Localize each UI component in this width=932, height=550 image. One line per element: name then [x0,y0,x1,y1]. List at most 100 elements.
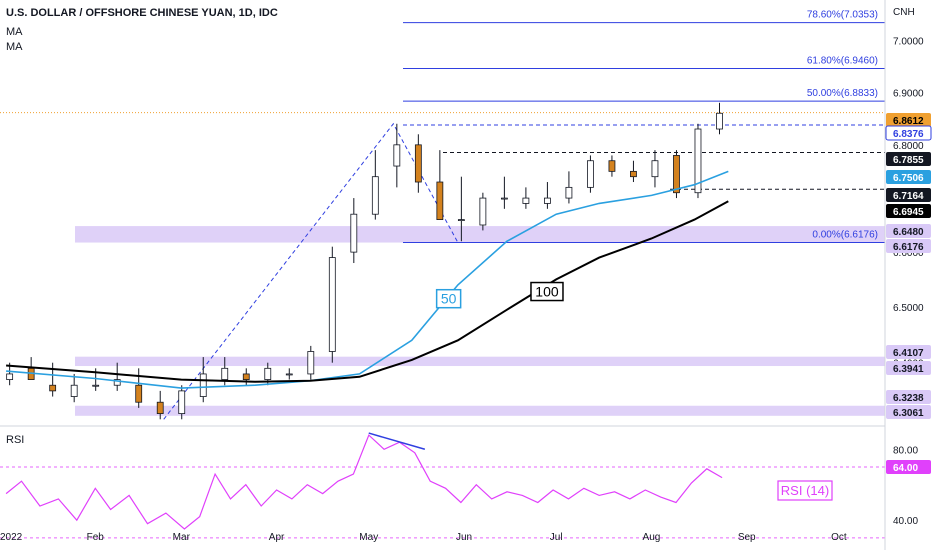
ma-labels: 50 100 [435,281,564,309]
candle-body-24 [522,197,530,204]
candle-body-21 [457,219,465,221]
price-tag-7: 6.6176 [893,242,924,253]
candle-body-30 [651,160,659,178]
zone-0 [75,226,885,243]
candle-body-5 [113,379,121,386]
candle-body-13 [285,373,293,376]
price-tick-5: 6.5000 [893,303,924,314]
rsi-divergence-line [368,432,426,450]
candle-body-31 [673,155,680,194]
price-tag-5: 6.6945 [893,207,924,218]
zone-2 [75,405,885,416]
candle-body-12 [264,367,272,380]
price-tag-6: 6.6480 [893,227,924,238]
ma-line-100 [6,200,729,383]
horizontal-levels [0,112,885,420]
price-tag-8: 6.4107 [893,348,924,359]
time-tick-0: 2022 [0,532,23,543]
candle-body-25 [544,197,551,204]
price-tags: 6.8612 6.8376 6.7855 6.7506 6.7164 6.6945 6.64… [885,113,932,474]
ma-label-box-0 [435,288,462,309]
price-tag-box-5 [886,204,931,218]
price-tick-2: 6.8000 [893,141,924,152]
moving-averages [6,170,729,389]
time-tick-3: Apr [269,532,285,543]
price-tag-box-6 [886,224,931,238]
candle-body-9 [199,373,207,397]
time-tick-7: Aug [643,532,661,543]
price-tag-box-9 [886,361,931,375]
time-tick-8: Sep [738,532,756,543]
price-tag-box-8 [886,345,931,359]
price-tick-1: 6.9000 [893,88,924,99]
candle-body-14 [307,351,315,375]
zone-1 [75,356,885,367]
currency-label: CNH [893,7,915,18]
price-tag-box-11 [886,405,931,419]
candle-body-19 [414,144,422,183]
time-tick-6: Jul [550,532,563,543]
ma-line-50 [6,170,729,389]
candle-body-8 [178,390,186,414]
candle-body-11 [242,373,250,380]
candle-body-23 [500,197,508,200]
ma-indicator-label-1[interactable]: MA [6,26,23,38]
price-tag-1: 6.8376 [893,129,924,140]
rsi-value: 64.00 [893,463,918,474]
fib-label-0: 78.60%(7.0353) [807,10,878,21]
rally-projection [163,122,459,420]
price-tag-11: 6.3061 [893,408,924,419]
price-tag-2: 6.7855 [893,155,924,166]
price-tag-box-10 [886,390,931,404]
price-tag-box-3 [886,170,931,184]
candle-body-6 [135,384,143,403]
candle-body-18 [393,144,401,167]
rsi-legend: RSI (14) [781,483,829,498]
rsi-tick-0: 80.00 [893,445,918,456]
price-tag-4: 6.7164 [893,191,924,202]
candle-body-20 [436,181,444,220]
rsi-value-box [886,460,931,474]
candle-body-4 [92,384,100,387]
rsi-title: RSI [6,434,24,446]
candle-body-17 [371,176,379,215]
ma-label-text-1: 100 [535,284,559,300]
ma-indicator-label-2[interactable]: MA [6,41,23,53]
candle-body-27 [587,160,594,188]
price-tick-0: 7.0000 [893,37,924,48]
candle-body-10 [221,367,229,380]
time-tick-1: Feb [87,532,105,543]
price-tag-box-4 [886,188,931,202]
price-tag-box-0 [886,113,931,127]
candle-body-15 [328,257,336,352]
rsi-tick-1: 40.00 [893,516,918,527]
ma-label-box-1 [530,281,564,302]
candle-body-3 [70,384,78,397]
rsi-legend-box [777,480,833,501]
time-tick-5: Jun [456,532,472,543]
chart-title: U.S. DOLLAR / OFFSHORE CHINESE YUAN, 1D,… [6,7,278,19]
candle-body-29 [630,170,637,178]
candle-body-33 [716,112,723,130]
price-candles [6,102,723,420]
candle-body-26 [565,186,573,199]
price-tag-3: 6.7506 [893,173,924,184]
price-tag-10: 6.3238 [893,393,924,404]
price-tag-box-1 [885,125,932,141]
candle-body-32 [694,128,702,194]
time-tick-4: May [359,532,378,543]
rsi-pane: RSI RSI (14) [0,425,885,539]
candle-body-28 [608,160,616,172]
candle-body-22 [479,197,487,226]
fib-label-2: 50.00%(6.8833) [807,88,878,99]
rsi-line [5,434,723,530]
candle-body-7 [156,401,164,414]
price-tag-box-2 [886,152,931,166]
price-tag-9: 6.3941 [893,364,924,375]
fib-label-3: 0.00%(6.6176) [812,230,878,241]
fib-label-1: 61.80%(6.9460) [807,56,878,67]
time-tick-9: Oct [831,532,847,543]
time-axis: 2022 Feb Mar Apr May Jun Jul Aug Sep Oct [0,532,847,543]
price-tick-4: 6.6000 [893,248,924,259]
